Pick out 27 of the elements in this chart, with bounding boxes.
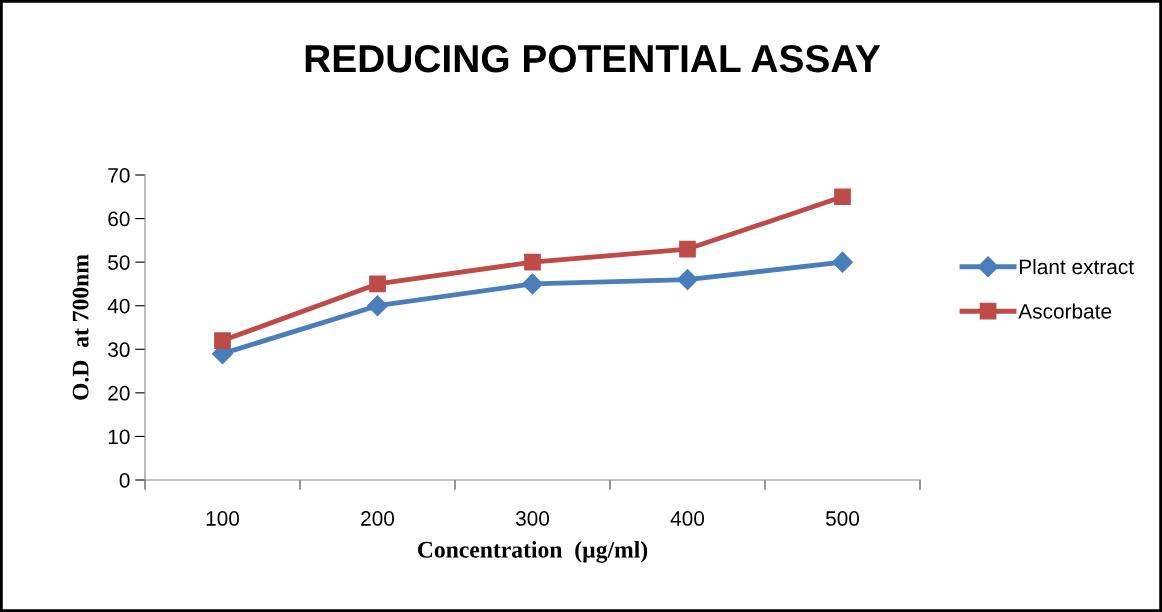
point bbox=[676, 269, 699, 291]
y-tick-label: 50 bbox=[108, 255, 130, 270]
y-tick-label: 0 bbox=[119, 473, 130, 488]
point bbox=[831, 251, 854, 273]
point bbox=[369, 275, 386, 293]
x-tick-label: 200 bbox=[361, 511, 395, 526]
y-axis-title: O.D at 700nm bbox=[72, 254, 89, 400]
y-tick-label: 20 bbox=[108, 385, 130, 401]
y-tick-label: 60 bbox=[108, 211, 130, 227]
legend-label: Plant extract bbox=[1019, 258, 1134, 275]
point bbox=[366, 295, 389, 317]
y-tick-label: 70 bbox=[108, 168, 130, 183]
chart-title: REDUCING POTENTIAL ASSAY bbox=[305, 44, 881, 73]
legend-label: Ascorbate bbox=[1018, 303, 1112, 319]
y-tick-label: 40 bbox=[107, 298, 130, 314]
x-tick-label: 300 bbox=[515, 511, 550, 526]
x-tick-label: 100 bbox=[206, 511, 240, 526]
point bbox=[834, 188, 851, 206]
x-tick-label: 400 bbox=[670, 511, 705, 526]
point bbox=[679, 240, 696, 258]
y-tick-label: 10 bbox=[108, 429, 130, 445]
y-tick-label: 30 bbox=[108, 342, 130, 358]
point bbox=[214, 332, 231, 349]
point bbox=[521, 273, 544, 295]
point bbox=[524, 253, 541, 271]
x-axis-title: Concentration (µg/ml) bbox=[418, 541, 648, 563]
x-tick-label: 500 bbox=[825, 511, 860, 526]
